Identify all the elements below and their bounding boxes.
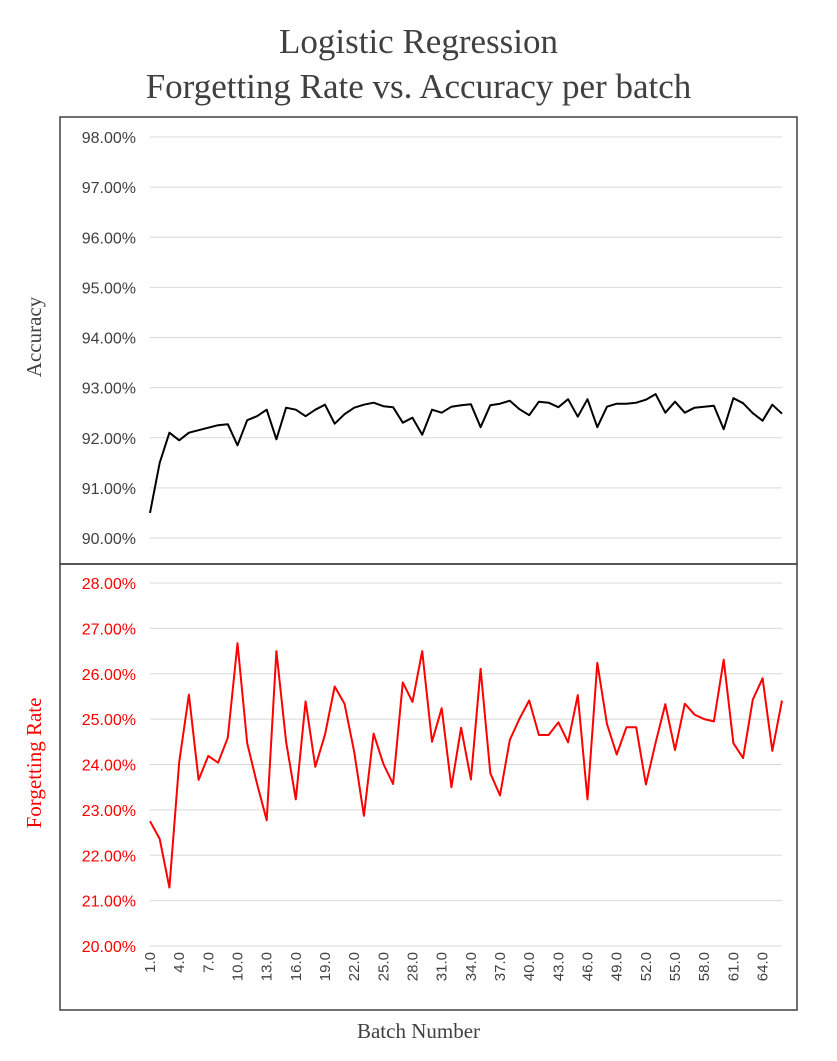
x-tick-labels: 1.0 4.0 7.0 10.0 13.0 16.0 19.0 22.0 25.0 28.0 31.… — [142, 952, 772, 981]
forgetting-rate-axis-label: Forgetting Rate — [22, 698, 46, 829]
chart-title-line-1: Logistic Regression — [279, 22, 558, 61]
x-tick-label: 34.0 — [463, 952, 480, 981]
accuracy-line — [149, 393, 783, 514]
x-tick-label: 25.0 — [375, 952, 392, 981]
x-tick-label: 40.0 — [521, 952, 538, 981]
x-tick-label: 46.0 — [580, 952, 597, 981]
x-tick-label: 13.0 — [259, 952, 276, 981]
x-tick-label: 10.0 — [230, 952, 247, 981]
accuracy-panel-frame — [59, 116, 798, 565]
forgetting-series — [149, 642, 783, 889]
forgetting-panel-frame — [59, 563, 798, 1011]
forgetting-y-tick-label: 21.00% — [82, 894, 136, 911]
forgetting-y-tick-label: 22.00% — [82, 848, 136, 865]
accuracy-y-tick-label: 94.00% — [82, 331, 136, 348]
x-tick-label: 4.0 — [171, 952, 188, 973]
accuracy-y-tick-label: 91.00% — [82, 481, 136, 498]
accuracy-y-tick-labels: 90.00% 91.00% 92.00% 93.00% 94.00% 95.00% 96.0… — [82, 130, 136, 548]
accuracy-axis-label: Accuracy — [22, 296, 46, 377]
accuracy-y-tick-label: 90.00% — [82, 531, 136, 548]
forgetting-y-tick-label: 24.00% — [82, 758, 136, 775]
accuracy-y-tick-label: 93.00% — [82, 381, 136, 398]
x-tick-label: 55.0 — [667, 952, 684, 981]
x-tick-label: 64.0 — [755, 952, 772, 981]
accuracy-y-tick-label: 92.00% — [82, 431, 136, 448]
forgetting-y-tick-label: 26.00% — [82, 667, 136, 684]
x-tick-label: 49.0 — [609, 952, 626, 981]
forgetting-gridlines — [150, 582, 782, 947]
accuracy-y-tick-label: 97.00% — [82, 180, 136, 197]
forgetting-y-tick-label: 25.00% — [82, 712, 136, 729]
x-tick-label: 43.0 — [550, 952, 567, 981]
forgetting-y-tick-label: 28.00% — [82, 576, 136, 593]
x-tick-label: 1.0 — [142, 952, 159, 973]
forgetting-y-tick-labels: 20.00% 21.00% 22.00% 23.00% 24.00% 25.00% 26.0… — [82, 576, 136, 956]
x-tick-label: 61.0 — [725, 952, 742, 981]
x-tick-label: 19.0 — [317, 952, 334, 981]
x-tick-label: 7.0 — [200, 952, 217, 973]
x-tick-label: 31.0 — [434, 952, 451, 981]
x-tick-label: 58.0 — [696, 952, 713, 981]
x-tick-label: 16.0 — [288, 952, 305, 981]
forgetting-line — [149, 642, 783, 889]
forgetting-y-tick-label: 27.00% — [82, 621, 136, 638]
accuracy-y-tick-label: 95.00% — [82, 280, 136, 297]
chart-title-line-2: Forgetting Rate vs. Accuracy per batch — [146, 67, 692, 106]
accuracy-series — [149, 393, 783, 514]
accuracy-y-tick-label: 96.00% — [82, 230, 136, 247]
x-tick-label: 52.0 — [638, 952, 655, 981]
forgetting-y-tick-label: 20.00% — [82, 939, 136, 956]
x-tick-label: 22.0 — [346, 952, 363, 981]
forgetting-y-tick-label: 23.00% — [82, 803, 136, 820]
x-axis-label: Batch Number — [357, 1019, 480, 1043]
x-tick-label: 37.0 — [492, 952, 509, 981]
accuracy-y-tick-label: 98.00% — [82, 130, 136, 147]
accuracy-gridlines — [150, 136, 782, 539]
x-tick-label: 28.0 — [405, 952, 422, 981]
